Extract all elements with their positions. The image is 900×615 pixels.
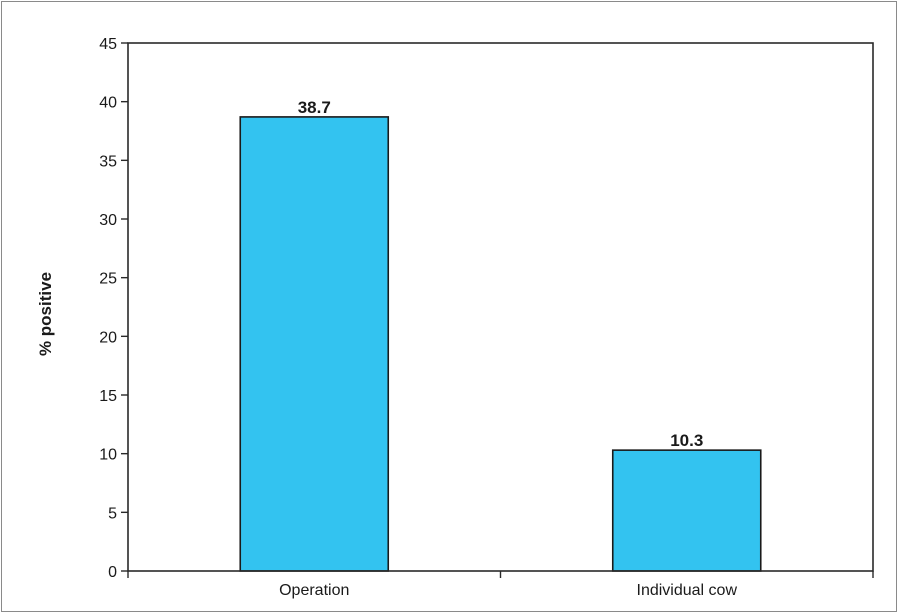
y-tick-label: 30 (99, 212, 117, 229)
data-label: 10.3 (670, 431, 703, 450)
y-tick-label: 15 (99, 388, 117, 405)
y-tick-label: 35 (99, 153, 117, 170)
y-tick-label: 45 (99, 36, 117, 53)
y-tick-label: 0 (108, 564, 117, 581)
x-category-label: Individual cow (637, 582, 738, 599)
y-tick-label: 40 (99, 95, 117, 112)
y-tick-label: 5 (108, 505, 117, 522)
y-axis: 0 5 10 15 20 25 30 35 40 45 (99, 36, 128, 581)
y-tick-label: 10 (99, 447, 117, 464)
y-tick-label: 25 (99, 271, 117, 288)
y-axis-title: % positive (36, 272, 55, 356)
plot-area-border (127, 42, 874, 572)
x-axis: Operation Individual cow (127, 571, 874, 599)
bar-individual-cow (611, 449, 762, 572)
y-tick-label: 20 (99, 329, 117, 346)
x-category-label: Operation (279, 582, 349, 599)
data-label: 38.7 (298, 98, 331, 117)
bar-operation (239, 116, 390, 572)
bars: 38.7 10.3 (239, 98, 762, 572)
